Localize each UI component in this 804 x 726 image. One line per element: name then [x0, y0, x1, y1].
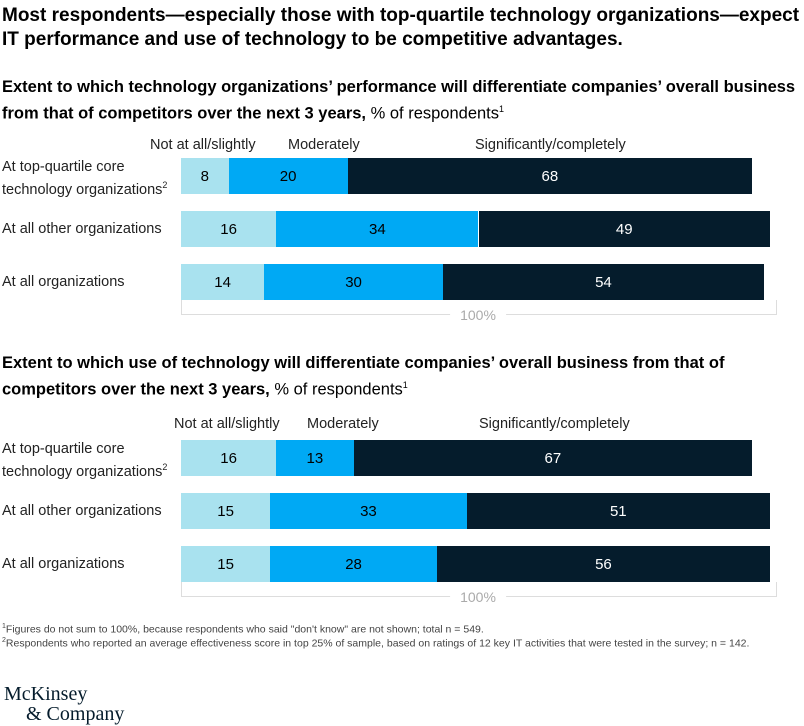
row-label: At all organizations	[2, 555, 180, 573]
bar-segment: 20	[228, 158, 348, 194]
footnote-number: 1	[2, 623, 6, 630]
bar-segment: 16	[181, 440, 277, 476]
row-label: At all organizations	[2, 273, 180, 291]
bar-value-label: 49	[615, 220, 633, 238]
bar-segment: 56	[436, 546, 771, 582]
bar-value-label: 51	[609, 502, 627, 520]
bar-value-label: 8	[200, 167, 209, 185]
chart-subtitle: Extent to which use of technology will d…	[2, 352, 802, 401]
bar-value-label: 15	[217, 502, 234, 520]
row-label: At top-quartile core technology organiza…	[2, 440, 172, 481]
bar-value-label: 16	[220, 449, 237, 467]
footnote-text: Respondents who reported an average effe…	[5, 637, 750, 650]
bar-value-label: 16	[220, 220, 237, 238]
bar-value-label: 54	[595, 273, 612, 291]
mckinsey-logo: McKinsey & Company	[4, 684, 124, 724]
footnote-ref: 2	[162, 462, 168, 472]
bar-value-label: 68	[541, 167, 559, 185]
legend-label: Moderately	[288, 137, 360, 153]
footnote-ref: 1	[402, 380, 408, 390]
footnote-ref: 2	[162, 180, 168, 190]
bar-value-label: 33	[360, 502, 377, 520]
bar-segment: 28	[270, 546, 437, 582]
bar-segment: 13	[276, 440, 354, 476]
bar-segment: 34	[276, 211, 479, 247]
footnote-ref: 1	[499, 104, 505, 114]
row-label-text: At top-quartile core technology organiza…	[2, 441, 163, 480]
chart-title: Most respondents—especially those with t…	[2, 5, 800, 50]
chart-subtitle: Extent to which technology organizations…	[2, 76, 802, 125]
footnote-number: 2	[2, 637, 6, 644]
total-label: 100%	[450, 307, 506, 323]
row-label-text: At all organizations	[2, 274, 125, 290]
row-label-text: At all other organizations	[2, 221, 162, 237]
row-label-text: At all other organizations	[2, 503, 162, 519]
bar-segment: 15	[181, 546, 271, 582]
bar-segment: 14	[181, 264, 265, 300]
subtitle-rest: % of respondents	[269, 380, 403, 399]
footnote: 1Figures do not sum to 100%, because res…	[2, 623, 484, 636]
logo-line2: & Company	[26, 703, 125, 725]
bar-segment: 15	[181, 493, 271, 529]
legend-label: Significantly/completely	[475, 137, 626, 153]
bar-value-label: 14	[214, 273, 231, 291]
bar-segment: 49	[478, 211, 771, 247]
legend-label: Not at all/slightly	[174, 416, 280, 432]
bar-segment: 8	[181, 158, 229, 194]
row-label-text: At top-quartile core technology organiza…	[2, 159, 163, 198]
bar-value-label: 30	[345, 273, 362, 291]
bar-value-label: 15	[217, 555, 234, 573]
bar-segment: 68	[347, 158, 753, 194]
row-label: At all other organizations	[2, 502, 180, 520]
bar-value-label: 67	[544, 449, 562, 467]
subtitle-bold: Extent to which technology organizations…	[2, 78, 796, 123]
bar-segment: 67	[353, 440, 753, 476]
subtitle-rest: % of respondents	[366, 104, 500, 123]
bar-value-label: 56	[595, 555, 612, 573]
bar-segment: 51	[466, 493, 771, 529]
footnote: 2Respondents who reported an average eff…	[2, 637, 749, 650]
legend-label: Significantly/completely	[479, 416, 630, 432]
bar-value-label: 20	[279, 167, 297, 185]
subtitle-bold: Extent to which use of technology will d…	[2, 354, 725, 399]
row-label: At top-quartile core technology organiza…	[2, 158, 172, 199]
row-label: At all other organizations	[2, 220, 180, 238]
bar-segment: 30	[264, 264, 443, 300]
bar-value-label: 34	[368, 220, 386, 238]
legend-label: Moderately	[307, 416, 379, 432]
bar-segment: 33	[270, 493, 467, 529]
bar-value-label: 28	[345, 555, 362, 573]
logo-line1: McKinsey	[4, 683, 88, 705]
bar-segment: 16	[181, 211, 277, 247]
legend-label: Not at all/slightly	[150, 137, 256, 153]
footnote-text: Figures do not sum to 100%, because resp…	[5, 623, 484, 636]
total-label: 100%	[450, 589, 506, 605]
row-label-text: At all organizations	[2, 556, 125, 572]
bar-value-label: 13	[306, 449, 324, 467]
bar-segment: 54	[442, 264, 765, 300]
